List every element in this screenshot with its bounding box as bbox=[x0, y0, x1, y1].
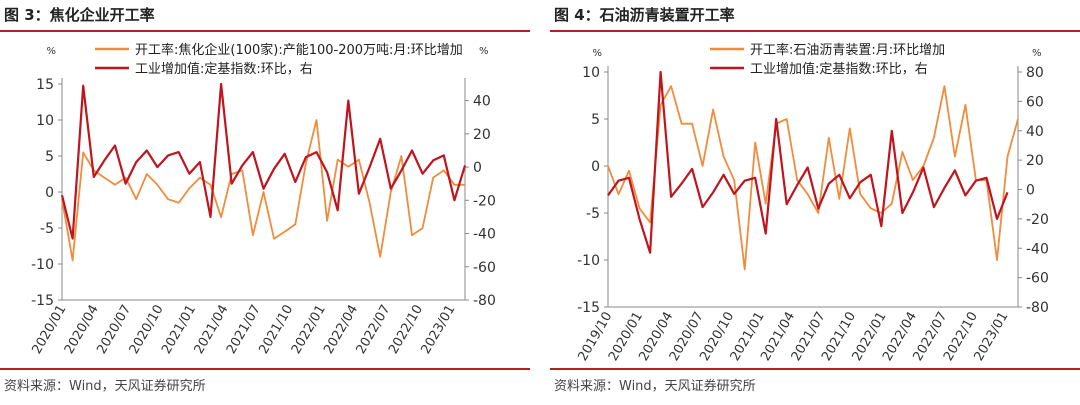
left-tick-label: 10 bbox=[582, 65, 600, 81]
left-axis-unit: % bbox=[592, 48, 602, 59]
title-rule bbox=[550, 30, 1080, 32]
left-tick-label: -10 bbox=[31, 257, 54, 273]
right-tick-label: 60 bbox=[1026, 94, 1044, 110]
left-axis-unit: % bbox=[46, 46, 56, 57]
left-tick-label: 0 bbox=[45, 185, 54, 201]
left-tick-label: -5 bbox=[40, 221, 54, 237]
right-tick-label: -60 bbox=[473, 260, 496, 276]
left-tick-label: 15 bbox=[36, 77, 54, 93]
right-axis-unit: % bbox=[479, 46, 489, 57]
left-tick-label: 5 bbox=[591, 112, 600, 128]
footer-rule bbox=[0, 368, 530, 370]
right-tick-label: -20 bbox=[1026, 212, 1049, 228]
figure-panel-coking: 图 3：焦化企业开工率 %% -15 -10 -5 0 5 10 15 -80 -60 -40 -20… bbox=[0, 0, 530, 405]
right-tick-label: 0 bbox=[473, 160, 482, 176]
right-tick-label: -80 bbox=[1026, 300, 1049, 316]
footer-rule bbox=[550, 368, 1080, 370]
left-tick-label: -10 bbox=[577, 253, 600, 269]
figure-panel-asphalt: 图 4：石油沥青装置开工率 %% -15 -10 -5 0 5 10 -80 -60 -40 -20… bbox=[550, 0, 1080, 405]
right-tick-label: -60 bbox=[1026, 271, 1049, 287]
legend-label: 开工率:焦化企业(100家):产能100-200万吨:月:环比增加 bbox=[135, 42, 463, 58]
figure-title: 图 4：石油沥青装置开工率 bbox=[554, 6, 735, 24]
series-line-industrial-value bbox=[607, 70, 1009, 254]
right-tick-label: 40 bbox=[1026, 124, 1044, 140]
chart-coking: % %-15-10-5051015-80-60-40-20020402020/01… bbox=[29, 42, 496, 357]
right-tick-label: 20 bbox=[473, 127, 491, 143]
left-tick-label: 5 bbox=[45, 149, 54, 165]
legend-label: 开工率:石油沥青装置:月:环比增加 bbox=[750, 42, 945, 58]
left-tick-label: 0 bbox=[591, 159, 600, 175]
chart-asphalt: % %-15-10-50510-80-60-40-200204060802019/… bbox=[575, 42, 1049, 364]
right-tick-label: -40 bbox=[473, 227, 496, 243]
right-tick-label: 40 bbox=[473, 94, 491, 110]
right-tick-label: 80 bbox=[1026, 65, 1044, 81]
series-line-operating-rate bbox=[61, 119, 465, 262]
left-tick-label: -5 bbox=[586, 206, 600, 222]
source-note: 资料来源：Wind，天风证券研究所 bbox=[4, 379, 206, 394]
figure-title: 图 3：焦化企业开工率 bbox=[4, 6, 155, 24]
right-tick-label: -80 bbox=[473, 293, 496, 309]
title-rule bbox=[0, 30, 530, 32]
series-line-operating-rate bbox=[607, 85, 1019, 271]
series-line-industrial-value bbox=[60, 82, 467, 240]
source-note: 资料来源：Wind，天风证券研究所 bbox=[554, 379, 756, 394]
legend-label: 工业增加值:定基指数:环比，右 bbox=[135, 61, 313, 77]
right-axis-unit: % bbox=[1032, 48, 1042, 59]
left-tick-label: -15 bbox=[31, 293, 54, 309]
right-tick-label: 0 bbox=[1026, 183, 1035, 199]
legend-label: 工业增加值:定基指数:环比，右 bbox=[750, 61, 928, 77]
left-tick-label: 10 bbox=[36, 113, 54, 129]
right-tick-label: 20 bbox=[1026, 153, 1044, 169]
right-tick-label: -40 bbox=[1026, 241, 1049, 257]
right-tick-label: -20 bbox=[473, 193, 496, 209]
left-tick-label: -15 bbox=[577, 300, 600, 316]
